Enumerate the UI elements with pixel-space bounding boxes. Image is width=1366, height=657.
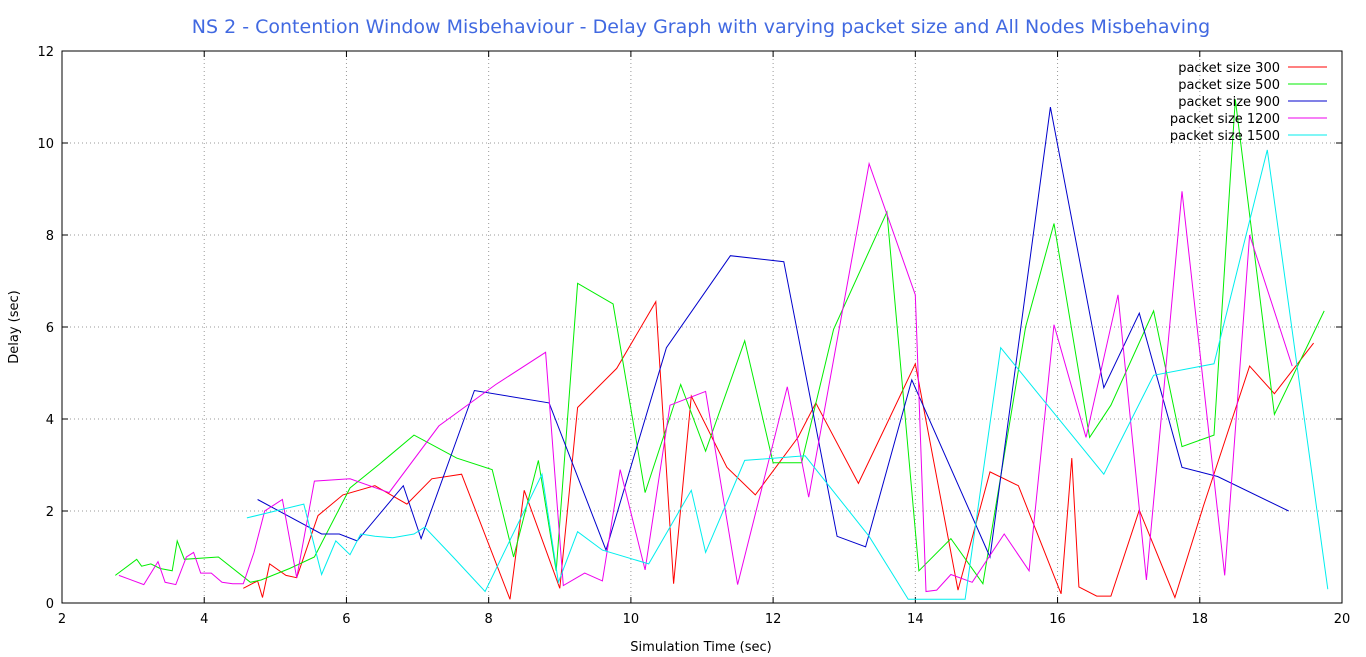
legend-label: packet size 900 [1178, 95, 1280, 110]
y-tick-label: 4 [46, 413, 54, 428]
series-lines [114, 99, 1329, 600]
x-tick-label: 6 [342, 612, 350, 627]
legend-label: packet size 500 [1178, 78, 1280, 93]
series-line-1 [114, 99, 1325, 585]
legend-label: packet size 1500 [1170, 129, 1280, 144]
x-tick-label: 18 [1192, 612, 1209, 627]
x-tick-label: 8 [485, 612, 493, 627]
y-tick-label: 12 [37, 45, 54, 60]
x-tick-label: 16 [1049, 612, 1066, 627]
grid [62, 51, 1342, 603]
x-tick-label: 4 [200, 612, 208, 627]
legend-label: packet size 1200 [1170, 112, 1280, 127]
series-line-0 [243, 300, 1314, 600]
y-tick-label: 10 [37, 137, 54, 152]
series-line-2 [257, 107, 1289, 559]
x-tick-label: 10 [623, 612, 640, 627]
x-tick-label: 2 [58, 612, 66, 627]
y-tick-label: 8 [46, 229, 54, 244]
y-tick-label: 2 [46, 505, 54, 520]
chart-title: NS 2 - Contention Window Misbehaviour - … [192, 16, 1210, 38]
x-tick-label: 20 [1334, 612, 1351, 627]
y-tick-label: 6 [46, 321, 54, 336]
series-line-4 [246, 149, 1329, 600]
x-tick-label: 12 [765, 612, 782, 627]
x-tick-label: 14 [907, 612, 924, 627]
x-axis-label: Simulation Time (sec) [630, 640, 771, 655]
y-tick-label: 0 [46, 597, 54, 612]
legend-label: packet size 300 [1178, 61, 1280, 76]
series-line-3 [118, 161, 1293, 593]
y-axis-label: Delay (sec) [7, 290, 22, 363]
legend: packet size 300 packet size 500 packet siz… [1170, 61, 1327, 144]
